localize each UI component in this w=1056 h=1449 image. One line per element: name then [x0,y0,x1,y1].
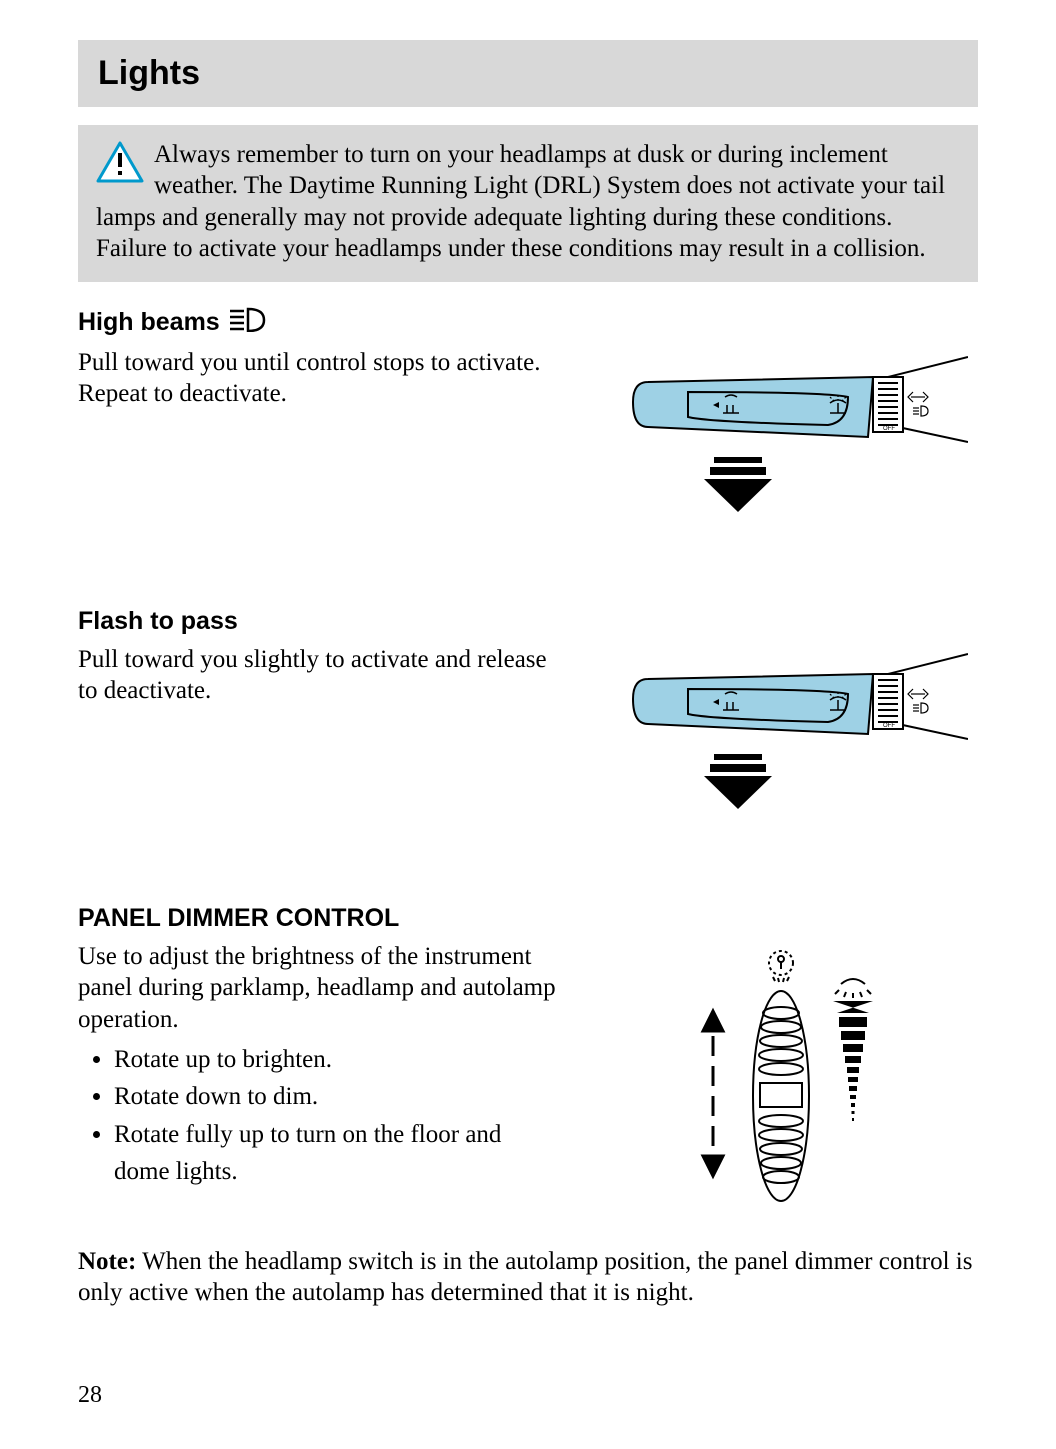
high-beam-icon [228,306,272,339]
note: Note: When the headlamp switch is in the… [78,1246,978,1309]
high-beams-heading: High beams [78,306,978,339]
note-text: When the headlamp switch is in the autol… [78,1248,972,1306]
high-beams-body: Pull toward you until control stops to a… [78,347,558,410]
high-beams-figure: OFF [578,347,978,557]
flash-to-pass-body: Pull toward you slightly to activate and… [78,644,558,707]
flash-to-pass-heading: Flash to pass [78,607,978,636]
warning-box: Always remember to turn on your headlamp… [78,125,978,282]
panel-dimmer-figure [578,941,978,1221]
list-item: Rotate fully up to turn on the floor and… [114,1116,558,1191]
svg-text:OFF: OFF [883,723,895,729]
list-item: Rotate down to dim. [114,1078,558,1116]
note-label: Note: [78,1248,136,1275]
panel-dimmer-bullets: Rotate up to brighten. Rotate down to di… [78,1041,558,1191]
chapter-header: Lights [78,40,978,107]
flash-to-pass-figure: OFF [578,644,978,854]
warning-text: Always remember to turn on your headlamp… [96,141,945,262]
page-number: 28 [78,1382,102,1409]
flash-to-pass-heading-text: Flash to pass [78,607,238,636]
panel-dimmer-heading: PANEL DIMMER CONTROL [78,904,978,933]
list-item: Rotate up to brighten. [114,1041,558,1079]
svg-text:OFF: OFF [883,426,895,432]
warning-triangle-icon [96,141,144,191]
panel-dimmer-body: Use to adjust the brightness of the inst… [78,941,558,1035]
chapter-title: Lights [98,54,958,93]
high-beams-heading-text: High beams [78,308,220,337]
